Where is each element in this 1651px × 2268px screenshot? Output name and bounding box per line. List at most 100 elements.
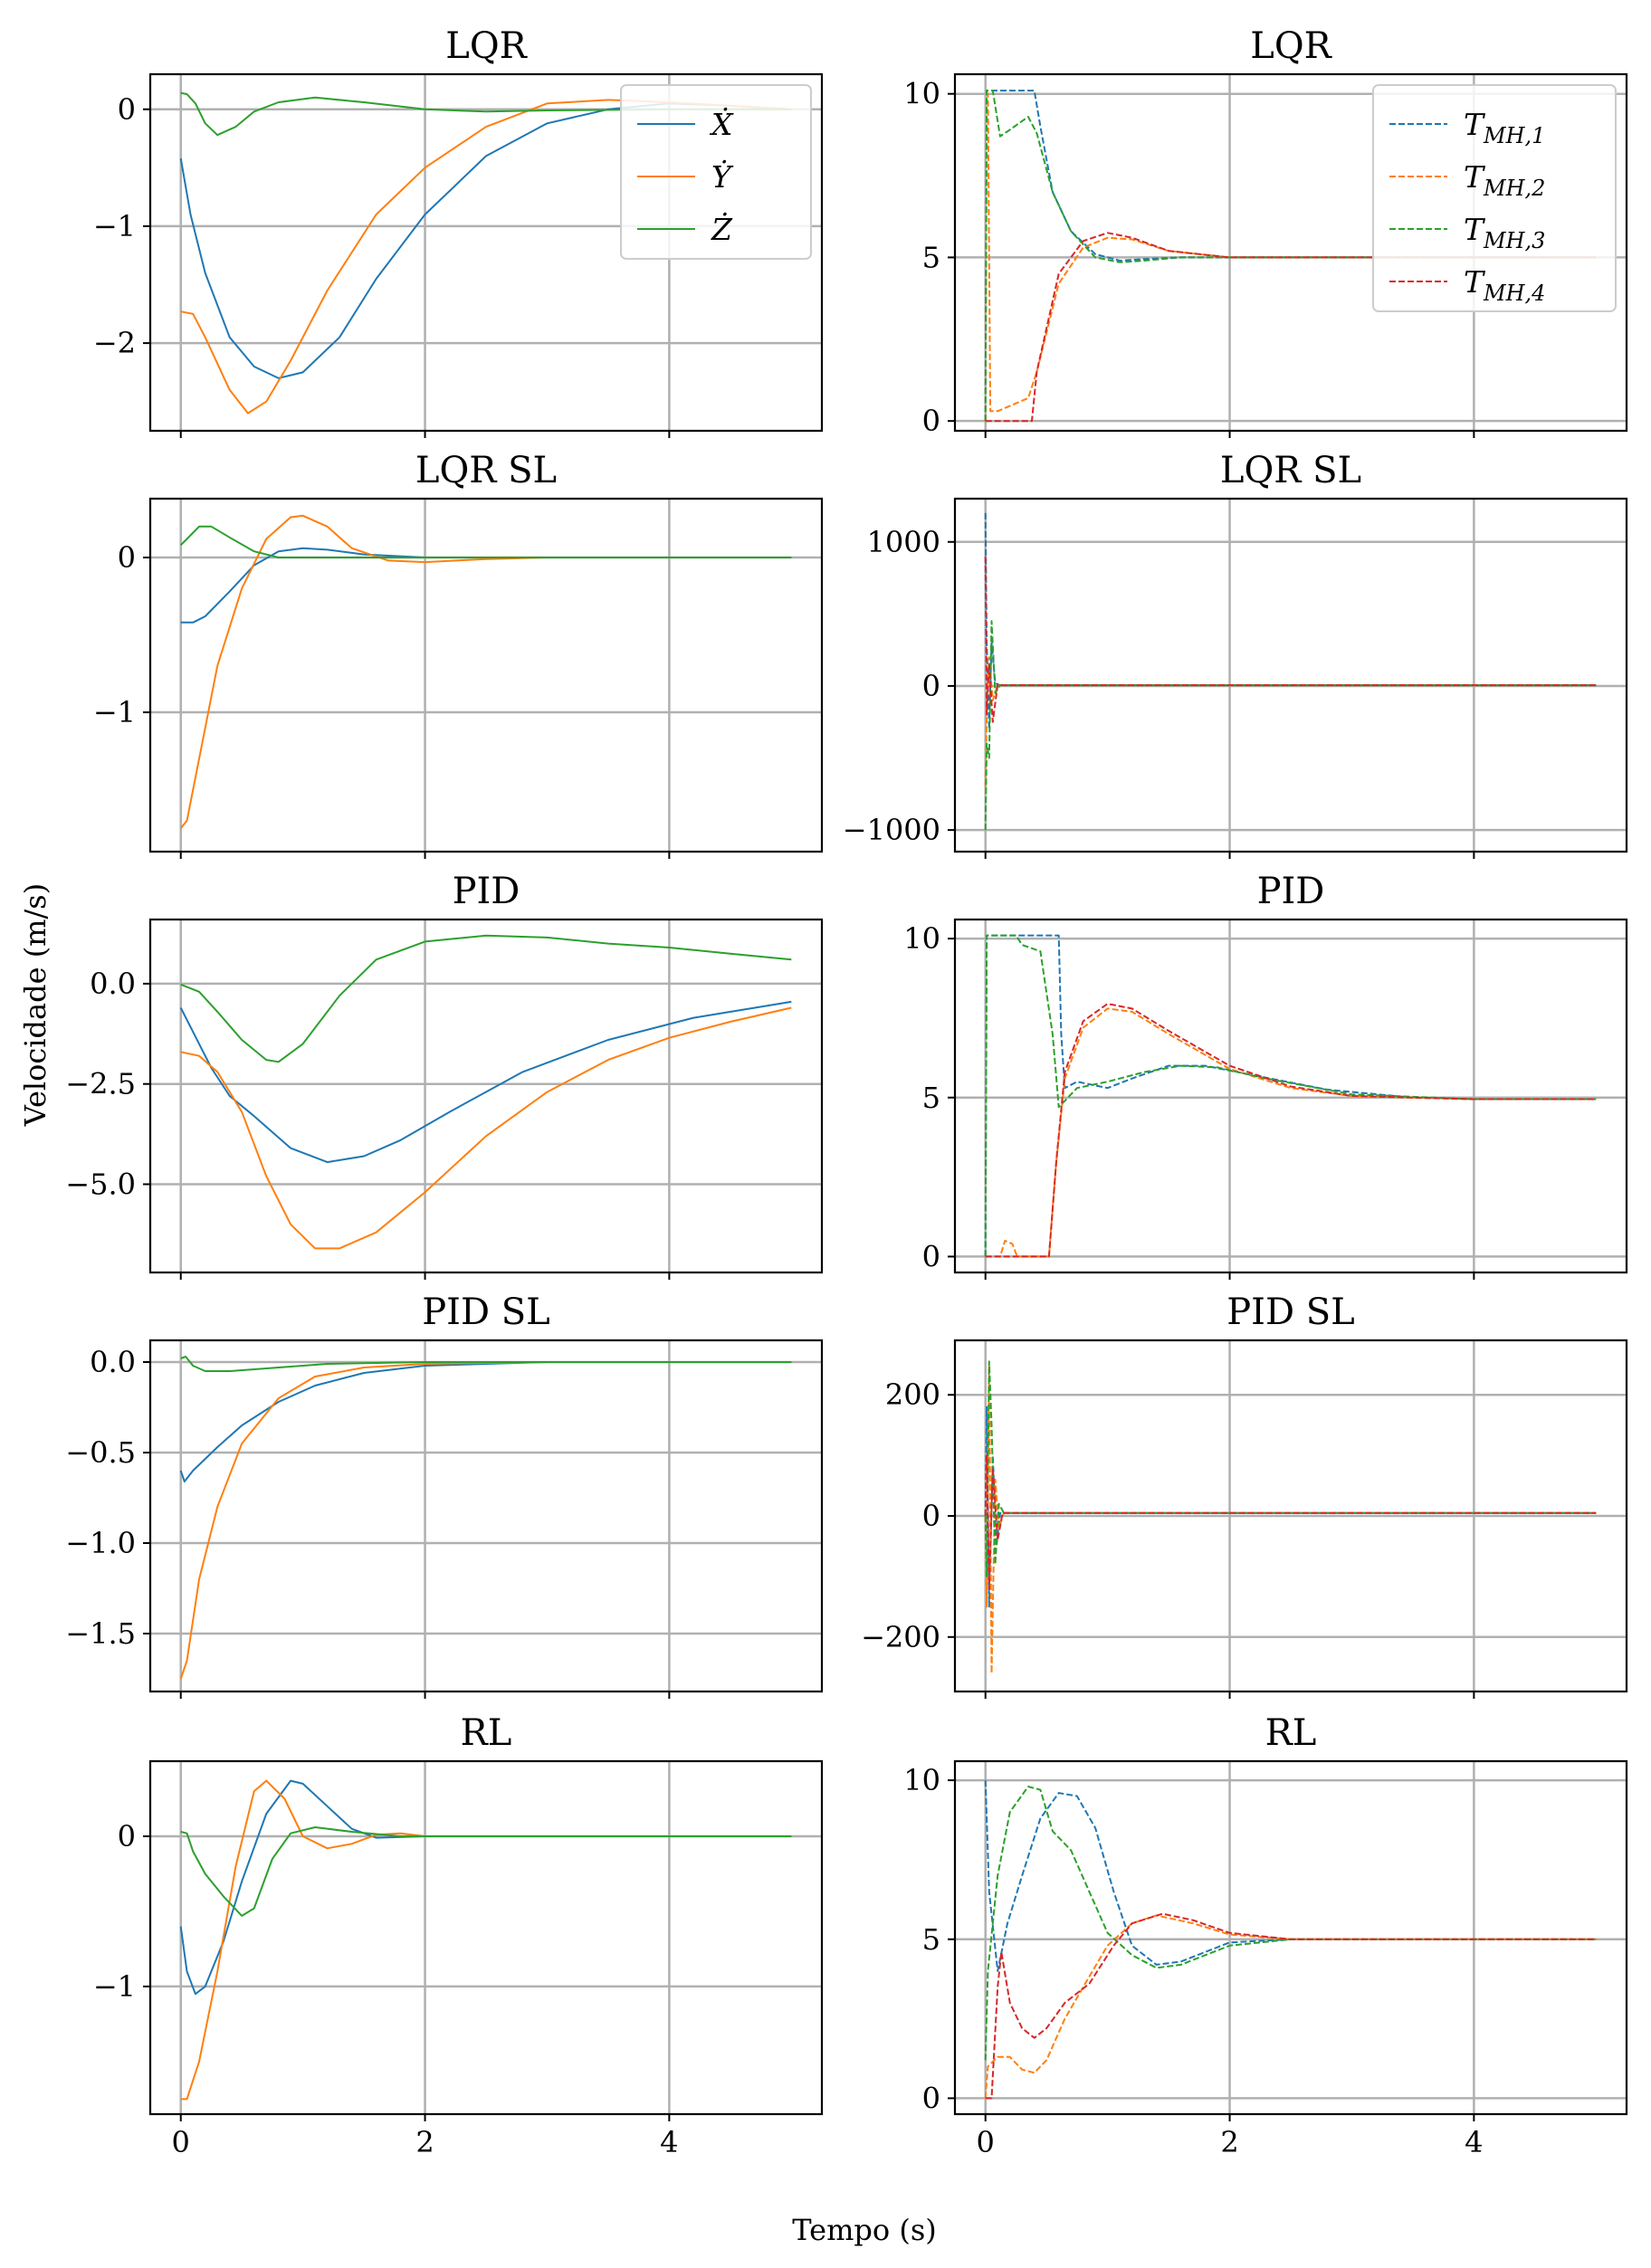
y-tick-label: 0	[922, 2081, 940, 2115]
axes-frame	[148, 918, 824, 1274]
series-line-3	[984, 620, 1597, 831]
legend: ẊẎŻ	[620, 84, 812, 260]
series-line-2	[179, 1361, 792, 1680]
subplot-9: 0 2 4 −1 0 RL	[93, 1712, 824, 2159]
series-group	[984, 1780, 1597, 2100]
y-tick-label: 0	[922, 669, 940, 703]
series-group	[179, 1779, 792, 2101]
series-line-1	[984, 1780, 1597, 1972]
subplot-7: −1.5 −1.0 −0.5 0.0 PID SL	[65, 1291, 824, 1699]
subplot-title: LQR	[445, 25, 528, 67]
subplot-title: LQR	[1250, 25, 1332, 67]
subplot-10: 0 2 4 0 5 10 RL	[903, 1712, 1628, 2159]
grid	[955, 920, 1627, 1272]
x-tick-label: 2	[415, 2125, 434, 2159]
series-group	[984, 90, 1597, 423]
y-tick-label: 0	[118, 540, 136, 575]
grid	[150, 920, 822, 1272]
y-tick-label: −5.0	[65, 1167, 136, 1202]
y-tick-label: −200	[861, 1620, 940, 1654]
subplot-6: 0 5 10 PID	[903, 871, 1628, 1280]
subplot-title: PID	[453, 871, 520, 912]
y-axis-label: Velocidade (m/s)	[18, 883, 52, 1127]
y-tick-label: 10	[903, 77, 940, 111]
y-tick-label: 0.0	[90, 967, 136, 1001]
legend-label-3: Ż	[711, 212, 733, 247]
series-line-3	[180, 91, 792, 137]
subplot-title: PID	[1257, 871, 1325, 912]
subplot-title: RL	[461, 1712, 512, 1754]
y-tick-label: −1.0	[65, 1526, 136, 1560]
y-tick-label: −1	[93, 695, 136, 729]
series-line-2	[179, 514, 792, 829]
y-tick-label: 200	[885, 1377, 940, 1412]
subplot-title: PID SL	[1226, 1291, 1354, 1333]
series-group	[179, 1356, 792, 1680]
series-line-2	[180, 1779, 792, 2101]
x-tick-label: 0	[977, 2125, 995, 2159]
subplot-4: −1000 0 1000 LQR SL	[843, 450, 1628, 859]
subplot-1: −2 −1 0 LQR ẊẎŻ	[93, 25, 824, 438]
y-tick-label: −2.5	[65, 1067, 136, 1101]
subplot-8: −200 0 200 PID SL	[861, 1291, 1628, 1699]
series-line-4	[985, 1003, 1597, 1258]
y-tick-label: 5	[922, 240, 940, 274]
series-line-2	[984, 1914, 1597, 2099]
y-tick-label: −1000	[843, 813, 940, 847]
series-line-3	[180, 1826, 792, 1917]
subplot-title: LQR SL	[415, 450, 557, 491]
series-group	[984, 934, 1597, 1258]
grid	[150, 1340, 822, 1691]
axes-frame	[148, 1759, 824, 2116]
axes-frame	[953, 72, 1628, 433]
y-tick-label: 5	[922, 1081, 940, 1115]
x-tick-label: 2	[1220, 2125, 1238, 2159]
series-line-3	[180, 934, 792, 1063]
series-line-3	[984, 1786, 1597, 2061]
series-line-3	[984, 934, 1597, 1257]
series-line-3	[180, 1356, 792, 1372]
subplot-title: RL	[1265, 1712, 1317, 1754]
y-tick-label: 0	[922, 1499, 940, 1533]
axes-frame	[953, 918, 1628, 1274]
legend-box	[620, 84, 812, 260]
subplot-title: PID SL	[422, 1291, 549, 1333]
series-line-2	[985, 1007, 1597, 1258]
axes-frame	[953, 1759, 1628, 2116]
x-axis-label: Tempo (s)	[792, 2213, 936, 2247]
y-tick-label: 0	[118, 92, 136, 127]
series-group	[984, 512, 1597, 831]
y-tick-label: 0	[922, 404, 940, 438]
y-tick-label: 10	[903, 1763, 940, 1797]
y-tick-label: −1	[93, 1969, 136, 2004]
series-group	[984, 1360, 1597, 1674]
y-tick-label: 1000	[867, 525, 940, 559]
y-tick-label: 10	[903, 921, 940, 956]
series-group	[179, 934, 792, 1250]
series-group	[179, 514, 792, 829]
subplot-5: −5.0 −2.5 0.0 PID	[65, 871, 824, 1280]
series-line-4	[985, 1912, 1597, 2100]
grid	[955, 1340, 1627, 1691]
y-tick-label: 0.0	[90, 1345, 136, 1379]
x-tick-label: 4	[660, 2125, 678, 2159]
axes-frame	[148, 497, 824, 853]
series-line-1	[984, 934, 1597, 1257]
series-line-4	[984, 1454, 1597, 1590]
y-tick-label: 0	[922, 1239, 940, 1273]
legend-box	[1372, 84, 1617, 312]
subplot-title: LQR SL	[1220, 450, 1361, 491]
series-line-4	[984, 556, 1597, 723]
series-line-4	[985, 232, 1597, 423]
y-tick-label: −0.5	[65, 1435, 136, 1470]
legend-label-1: Ẋ	[709, 107, 734, 142]
y-tick-label: −1	[93, 209, 136, 243]
series-line-3	[179, 525, 792, 558]
series-line-2	[180, 1006, 792, 1250]
axes-frame	[148, 72, 824, 433]
y-tick-label: −2	[93, 326, 136, 360]
x-tick-label: 4	[1465, 2125, 1483, 2159]
